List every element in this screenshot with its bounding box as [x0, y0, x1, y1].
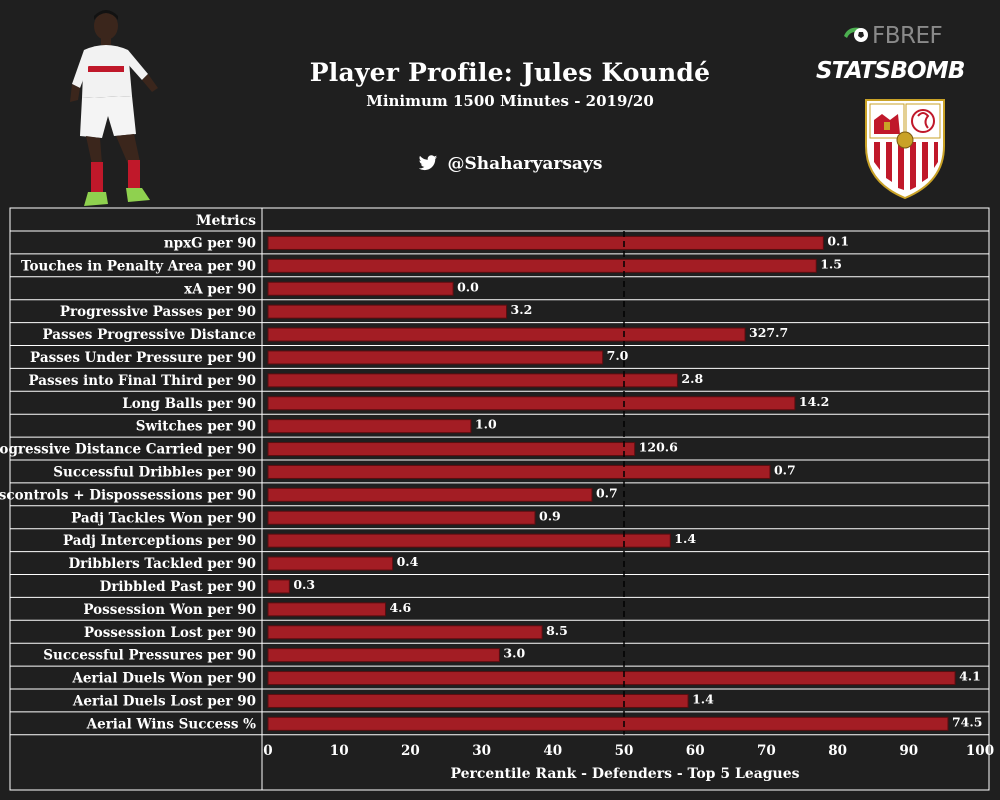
value-label: 0.0	[457, 279, 479, 294]
bar	[267, 625, 543, 640]
metric-label: npxG per 90	[164, 235, 256, 251]
metric-label: Successful Dribbles per 90	[53, 464, 256, 480]
bar	[267, 442, 636, 457]
player-photo	[66, 4, 162, 214]
bar	[267, 579, 290, 594]
bar	[267, 350, 604, 365]
value-label: 3.2	[511, 302, 533, 317]
value-label: 14.2	[799, 394, 829, 409]
bar	[267, 716, 949, 731]
x-tick-label: 10	[330, 743, 349, 759]
bar	[267, 258, 817, 273]
value-label: 0.9	[539, 508, 561, 523]
value-label: 0.7	[596, 485, 618, 500]
x-tick-label: 20	[401, 743, 420, 759]
metric-label: Miscontrols + Dispossessions per 90	[0, 487, 256, 503]
value-label: 0.7	[774, 462, 796, 477]
x-tick-label: 90	[899, 743, 918, 759]
fbref-logo-text: FBREF	[872, 23, 943, 49]
value-label: 3.0	[503, 646, 525, 661]
x-axis-label: Percentile Rank - Defenders - Top 5 Leag…	[450, 766, 799, 782]
metric-label: Progressive Distance Carried per 90	[0, 442, 256, 458]
x-tick-label: 30	[472, 743, 491, 759]
bar	[267, 464, 771, 479]
x-tick-label: 80	[828, 743, 847, 759]
value-label: 2.8	[681, 371, 703, 386]
value-label: 8.5	[546, 623, 568, 638]
value-label: 327.7	[749, 325, 788, 340]
metric-label: Dribbled Past per 90	[100, 579, 256, 595]
value-label: 120.6	[639, 440, 678, 455]
metric-label: Aerial Wins Success %	[86, 716, 257, 732]
metric-label: Padj Tackles Won per 90	[71, 510, 256, 526]
value-label: 1.0	[475, 417, 497, 432]
fbref-ball-icon	[842, 22, 870, 50]
metric-label: Aerial Duels Won per 90	[71, 671, 256, 687]
metric-label: Progressive Passes per 90	[60, 304, 256, 320]
page-subtitle: Minimum 1500 Minutes - 2019/20	[366, 92, 654, 110]
bar	[267, 556, 394, 571]
bar	[267, 671, 956, 686]
x-tick-label: 40	[543, 743, 562, 759]
x-tick-label: 70	[757, 743, 776, 759]
bar	[267, 304, 508, 319]
metric-label: Passes Under Pressure per 90	[30, 350, 256, 366]
bar	[267, 396, 796, 411]
value-label: 4.6	[389, 600, 411, 615]
bar	[267, 235, 824, 250]
bar	[267, 648, 500, 663]
table-border	[9, 207, 990, 791]
value-label: 7.0	[607, 348, 629, 363]
value-label: 0.3	[293, 577, 315, 592]
bar	[267, 327, 746, 342]
value-label: 1.4	[692, 691, 714, 706]
sevilla-crest	[860, 96, 950, 204]
metric-label: Touches in Penalty Area per 90	[21, 258, 256, 274]
x-tick-label: 50	[615, 743, 634, 759]
metrics-column-header: Metrics	[196, 213, 256, 229]
metric-label: Padj Interceptions per 90	[63, 533, 256, 549]
value-label: 0.4	[397, 554, 419, 569]
bar	[267, 510, 536, 525]
metric-label: Successful Pressures per 90	[43, 648, 256, 664]
metric-label: Possession Lost per 90	[84, 625, 256, 641]
value-label: 4.1	[959, 669, 981, 684]
x-tick-label: 0	[263, 743, 272, 759]
bar	[267, 602, 386, 617]
x-tick-label: 60	[686, 743, 705, 759]
metric-label: Passes Progressive Distance	[42, 327, 256, 343]
fbref-logo: FBREF	[842, 22, 943, 50]
x-tick-label: 100	[966, 743, 994, 759]
metric-label: Possession Won per 90	[83, 602, 256, 618]
bar	[267, 373, 678, 388]
twitter-handle-text: @Shaharyarsays	[447, 154, 603, 174]
twitter-bird-icon	[418, 154, 448, 174]
page-title: Player Profile: Jules Koundé	[309, 58, 711, 87]
bar	[267, 419, 472, 434]
bar	[267, 533, 671, 548]
metric-label: Long Balls per 90	[122, 396, 256, 412]
value-label: 0.1	[827, 233, 849, 248]
value-label: 1.5	[820, 256, 842, 271]
metric-label: Switches per 90	[136, 419, 256, 435]
twitter-handle: @Shaharyarsays	[300, 154, 720, 174]
metric-label: Passes into Final Third per 90	[29, 373, 256, 389]
metric-label: xA per 90	[184, 281, 256, 297]
statsbomb-logo: STATSBOMB	[816, 58, 965, 84]
bar	[267, 487, 593, 502]
value-label: 1.4	[674, 531, 696, 546]
bar	[267, 693, 689, 708]
metric-label: Dribblers Tackled per 90	[68, 556, 256, 572]
value-label: 74.5	[952, 714, 982, 729]
metric-label: Aerial Duels Lost per 90	[72, 693, 256, 709]
bar	[267, 281, 454, 296]
